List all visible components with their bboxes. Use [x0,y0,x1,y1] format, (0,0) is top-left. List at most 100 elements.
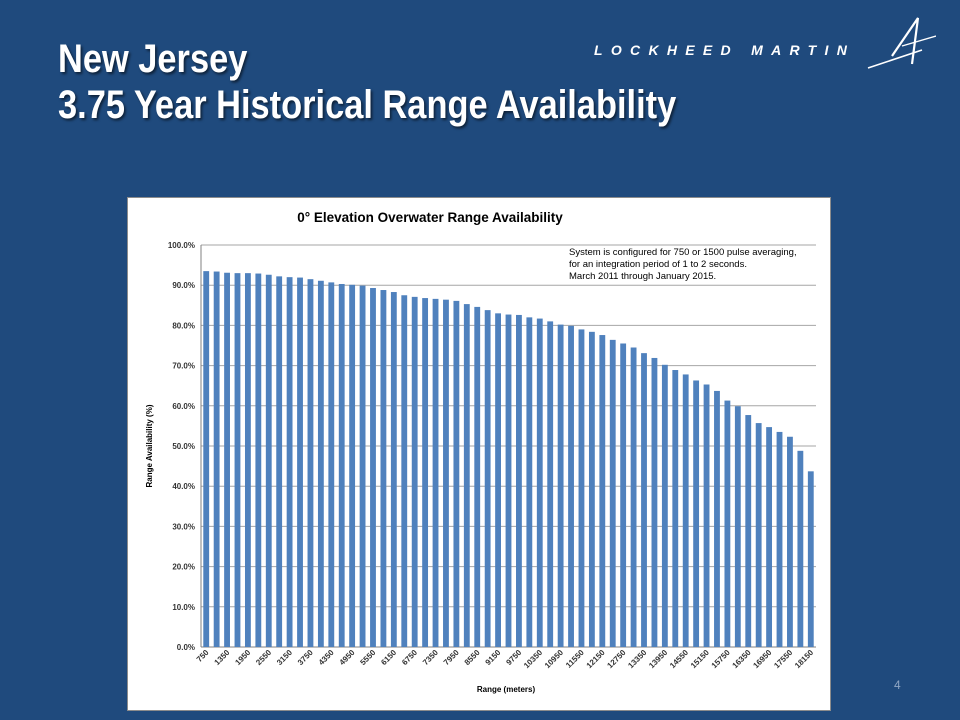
y-tick-label: 100.0% [168,241,195,250]
y-tick-label: 0.0% [177,643,195,652]
y-tick-label: 80.0% [172,321,195,330]
x-tick-label: 7950 [442,648,461,667]
y-tick-label: 90.0% [172,281,195,290]
bar [620,343,627,647]
x-tick-label: 15150 [689,648,711,670]
x-tick-label: 6150 [379,648,398,667]
y-tick-label: 70.0% [172,362,195,371]
bar [755,423,762,647]
bar [463,304,470,647]
bar [401,295,408,647]
bar [422,298,429,647]
bar [495,313,501,647]
bar [234,273,241,647]
bar [724,400,731,647]
bar [432,298,439,647]
bar [255,273,262,647]
bar [641,353,647,647]
x-tick-label: 750 [195,648,211,664]
x-tick-label: 5550 [358,648,377,667]
bar [787,436,793,647]
bar [349,284,356,647]
bar [411,296,418,647]
bar [547,321,554,647]
bar [630,347,637,647]
bar [359,285,366,647]
bar [797,450,804,647]
lockheed-star-icon [867,17,936,69]
x-tick-label: 7350 [421,648,440,667]
bar [380,290,387,647]
x-tick-label: 6750 [400,648,419,667]
y-tick-label: 60.0% [172,402,195,411]
bar [703,384,710,647]
x-tick-label: 10350 [522,648,544,670]
bar [588,331,595,647]
slide-title: New Jersey 3.75 Year Historical Range Av… [58,36,676,128]
y-axis-label: Range Availability (%) [145,404,154,487]
chart-annotation-line: for an integration period of 1 to 2 seco… [569,259,747,270]
x-tick-label: 12150 [585,648,607,670]
x-tick-label: 18150 [793,648,815,670]
bar [536,318,543,647]
bar [244,273,251,647]
x-tick-label: 4950 [338,648,357,667]
bar [213,271,220,647]
bar [693,380,700,647]
bar [661,364,668,647]
slide-title-line-2: 3.75 Year Historical Range Availability [58,83,677,127]
bar [276,276,283,647]
bar [578,329,585,647]
chart-annotation-line: System is configured for 750 or 1500 pul… [569,247,797,258]
bar [390,292,397,647]
bar [265,274,272,647]
x-tick-label: 3150 [275,648,294,667]
chart-panel: 0.0% 10.0% 20.0% 30.0% 40.0% 50.0% 60.0% 70.0% 8… [127,197,831,711]
range-availability-chart: 0.0% 10.0% 20.0% 30.0% 40.0% 50.0% 60.0% 70.0% 8… [145,210,816,694]
bar [307,279,314,647]
slide-title-line-1: New Jersey [58,37,248,81]
x-tick-label: 17550 [772,648,794,670]
x-tick-label: 13350 [626,648,648,670]
bar [672,370,679,647]
lockheed-martin-logo: LOCKHEED MARTIN [594,16,940,76]
y-tick-label: 50.0% [172,442,195,451]
bar [224,272,230,647]
y-tick-label: 30.0% [172,522,195,531]
bar [474,306,481,647]
y-tick-label: 10.0% [172,603,195,612]
bar [370,288,376,647]
x-tick-label: 13950 [647,648,669,670]
bar [776,431,783,647]
bar [297,277,303,647]
x-tick-label: 16350 [731,648,753,670]
x-tick-label: 10950 [543,648,565,670]
page-number: 4 [894,678,901,692]
x-tick-label: 1950 [233,648,252,667]
x-tick-label: 14550 [668,648,690,670]
bar [328,282,335,647]
x-tick-label: 1350 [213,648,232,667]
bar [599,335,606,647]
bar [526,317,533,647]
bar [338,283,345,647]
bar [766,427,773,647]
x-tick-label: 2550 [254,648,273,667]
x-tick-label: 9750 [504,648,523,667]
bar [317,280,324,647]
bar [734,406,741,647]
bar [453,300,460,647]
x-tick-label: 9150 [484,648,503,667]
x-axis-label: Range (meters) [477,685,536,694]
y-tick-label: 40.0% [172,482,195,491]
x-tick-label: 12750 [605,648,627,670]
logo-wordmark: LOCKHEED MARTIN [594,42,856,58]
x-tick-label: 4350 [317,648,336,667]
bar [568,325,574,647]
chart-title: 0° Elevation Overwater Range Availabilit… [297,210,563,225]
bar [516,314,522,647]
bar [203,271,210,647]
bar [505,314,512,647]
x-tick-label: 15750 [710,648,732,670]
bar [286,277,293,647]
